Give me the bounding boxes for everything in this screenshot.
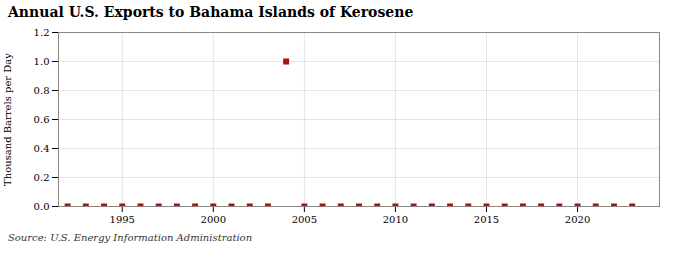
- svg-text:1.2: 1.2: [34, 27, 50, 38]
- svg-text:2010: 2010: [383, 214, 408, 225]
- svg-text:1.0: 1.0: [34, 56, 50, 67]
- svg-text:2000: 2000: [201, 214, 226, 225]
- html-text:Source: U.S. Energy Informatio: Source: U.S. Energy Information Administ…: [8, 232, 253, 243]
- html-text:Annual U.S. Exports to Bahama: Annual U.S. Exports to Bahama Islands of…: [8, 4, 414, 20]
- svg-text:0.8: 0.8: [34, 85, 50, 96]
- svg-text:0.4: 0.4: [34, 143, 50, 154]
- svg-text:0.2: 0.2: [34, 172, 50, 183]
- svg-text:0.6: 0.6: [34, 114, 50, 125]
- svg-text:2015: 2015: [474, 214, 499, 225]
- svg-text:1995: 1995: [110, 214, 135, 225]
- svg-text:0.0: 0.0: [34, 201, 50, 212]
- svg-text:Thousand Barrels per Day: Thousand Barrels per Day: [2, 53, 13, 186]
- svg-text:2005: 2005: [292, 214, 317, 225]
- svg-text:2020: 2020: [565, 214, 590, 225]
